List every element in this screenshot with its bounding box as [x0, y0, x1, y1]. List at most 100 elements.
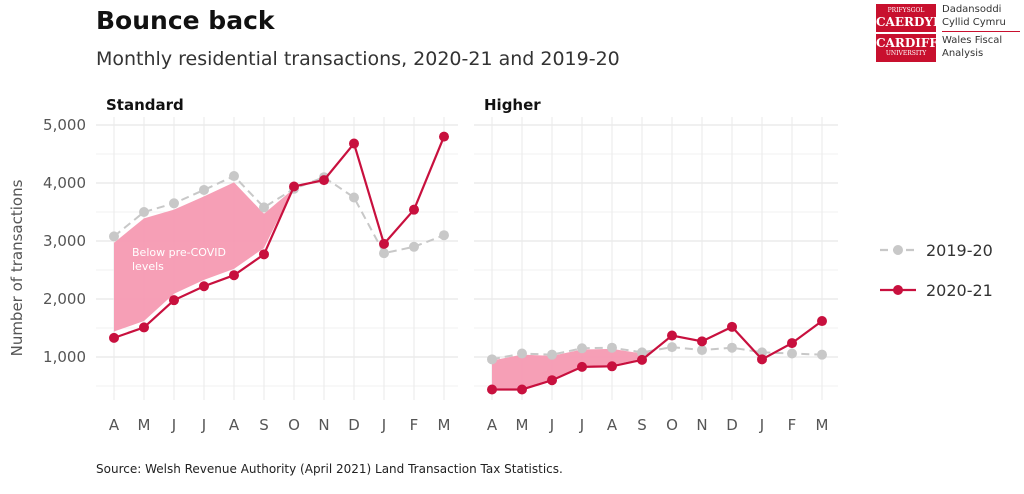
logo-text-analysis: Analysis — [942, 48, 984, 59]
x-tick-label: N — [696, 416, 707, 434]
x-tick-label: F — [410, 416, 419, 434]
point-2020-21 — [817, 316, 827, 327]
y-tick-label: 1,000 — [43, 348, 86, 366]
below-precovid-ribbon — [492, 348, 654, 389]
point-2019-20 — [517, 348, 527, 359]
point-2019-20 — [259, 202, 269, 213]
point-2020-21 — [787, 338, 797, 349]
y-tick-label: 4,000 — [43, 174, 86, 192]
panel-title: Standard — [106, 96, 184, 114]
point-2019-20 — [817, 349, 827, 360]
point-2020-21 — [289, 181, 299, 192]
point-2019-20 — [697, 345, 707, 356]
x-tick-label: A — [109, 416, 120, 434]
point-2020-21 — [607, 361, 617, 372]
x-tick-label: O — [666, 416, 678, 434]
point-2020-21 — [319, 175, 329, 186]
point-2019-20 — [637, 347, 647, 358]
legend-label-2019-20: 2019-20 — [926, 241, 993, 260]
point-2019-20 — [727, 342, 737, 353]
point-2020-21 — [199, 281, 209, 292]
panel-title: Higher — [484, 96, 541, 114]
point-2019-20 — [409, 241, 419, 252]
x-tick-label: M — [516, 416, 529, 434]
x-tick-label: S — [259, 416, 269, 434]
point-2019-20 — [787, 348, 797, 359]
annotation-line-1: Below pre-COVID — [132, 246, 226, 259]
logo-english-block: CARDIFF UNIVERSITY — [876, 34, 938, 62]
point-2020-21 — [379, 238, 389, 249]
x-tick-label: A — [487, 416, 498, 434]
chart-title: Bounce back — [96, 6, 275, 35]
logo-text-cyllid: Cyllid Cymru — [942, 17, 1006, 28]
y-axis-label: Number of transactions — [8, 179, 26, 356]
logo-prifysgol: PRIFYSGOL — [887, 7, 925, 14]
logo-text-dadansoddi: Dadansoddi — [942, 4, 1002, 15]
annotation-line-2: levels — [132, 260, 164, 273]
point-2020-21 — [169, 295, 179, 306]
y-tick-label: 3,000 — [43, 232, 86, 250]
point-2019-20 — [199, 184, 209, 195]
series-line-2019-20 — [491, 346, 823, 361]
x-tick-label: D — [348, 416, 360, 434]
point-2019-20 — [109, 231, 119, 242]
x-tick-label: F — [788, 416, 797, 434]
point-2019-20 — [349, 192, 359, 203]
x-tick-label: A — [607, 416, 618, 434]
logo-caerdydd: CAERDYDD — [876, 15, 954, 29]
point-2020-21 — [229, 270, 239, 281]
point-2020-21 — [517, 384, 527, 395]
point-2020-21 — [577, 361, 587, 372]
point-2019-20 — [139, 207, 149, 217]
logo-welsh-block: PRIFYSGOL CAERDYDD — [876, 4, 954, 32]
university-logo: PRIFYSGOL CAERDYDD CARDIFF UNIVERSITY Da… — [876, 4, 1022, 64]
y-tick-label: 2,000 — [43, 290, 86, 308]
point-2020-21 — [757, 354, 767, 365]
logo-cardiff: CARDIFF — [876, 36, 938, 50]
x-tick-label: J — [549, 416, 554, 434]
point-2019-20 — [577, 343, 587, 354]
source-note: Source: Welsh Revenue Authority (April 2… — [96, 462, 563, 476]
point-2020-21 — [487, 384, 497, 395]
x-tick-label: J — [201, 416, 206, 434]
point-2020-21 — [547, 375, 557, 386]
point-2020-21 — [109, 332, 119, 343]
series-line-2019-20 — [113, 174, 445, 255]
legend-marker-2019-20 — [893, 245, 903, 255]
point-2019-20 — [487, 354, 497, 365]
chart-subtitle: Monthly residential transactions, 2020-2… — [96, 48, 620, 70]
point-2019-20 — [379, 248, 389, 259]
point-2020-21 — [349, 138, 359, 149]
x-tick-label: M — [138, 416, 151, 434]
x-tick-label: D — [726, 416, 738, 434]
point-2020-21 — [727, 321, 737, 332]
x-tick-label: A — [229, 416, 240, 434]
point-2019-20 — [607, 342, 617, 353]
legend-label-2020-21: 2020-21 — [926, 281, 993, 300]
x-tick-label: M — [816, 416, 829, 434]
logo-university: UNIVERSITY — [885, 50, 927, 57]
x-tick-label: S — [637, 416, 647, 434]
series-line-2020-21 — [492, 320, 823, 391]
logo-rule — [942, 31, 1020, 32]
point-2020-21 — [409, 204, 419, 215]
point-2020-21 — [667, 330, 677, 341]
y-tick-label: 5,000 — [43, 116, 86, 134]
x-tick-label: J — [759, 416, 764, 434]
x-tick-label: N — [318, 416, 329, 434]
x-tick-label: M — [438, 416, 451, 434]
point-2019-20 — [757, 347, 767, 358]
x-tick-label: O — [288, 416, 300, 434]
point-2019-20 — [169, 198, 179, 209]
legend-marker-2020-21 — [893, 285, 903, 295]
point-2020-21 — [259, 249, 269, 260]
point-2019-20 — [229, 171, 239, 182]
x-tick-label: J — [381, 416, 386, 434]
point-2019-20 — [667, 342, 677, 353]
point-2019-20 — [547, 349, 557, 360]
below-precovid-ribbon — [114, 182, 293, 332]
point-2020-21 — [139, 322, 149, 333]
